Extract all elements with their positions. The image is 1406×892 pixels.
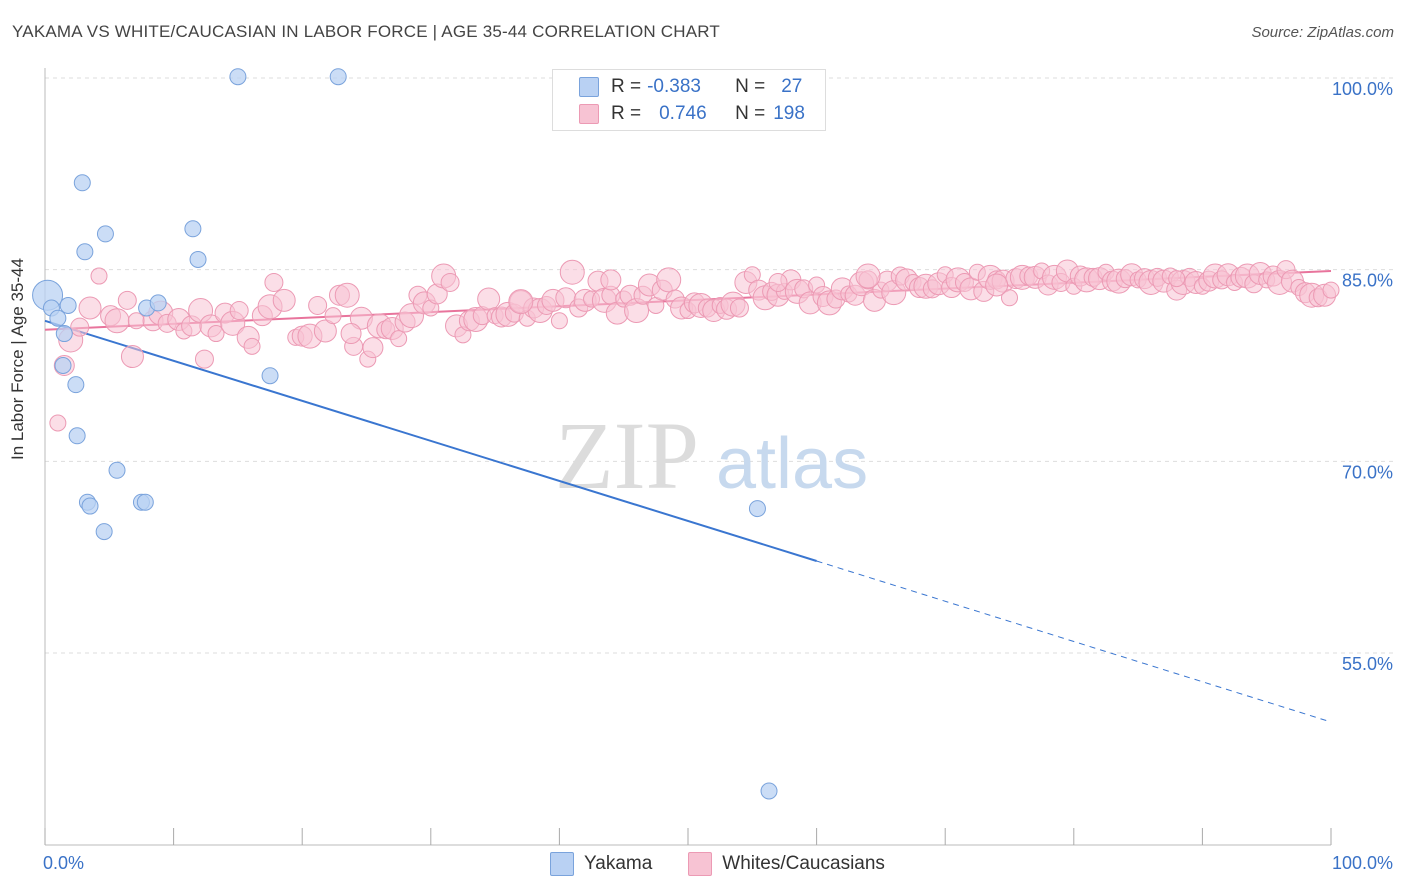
yakama-point (68, 427, 86, 445)
white-point (1001, 289, 1018, 307)
white-point (600, 269, 622, 291)
legend-item-yakama: Yakama (550, 852, 652, 876)
legend-r-label: R = (611, 76, 642, 97)
yakama-point (261, 367, 279, 385)
source-label: Source: ZipAtlas.com (1251, 24, 1394, 41)
white-point (243, 337, 261, 355)
yakama-point (189, 250, 207, 268)
legend-r-value: -0.383 (647, 76, 701, 97)
stats-legend: R = -0.383 N = 27 R = 0.746 N = 198 (552, 69, 826, 131)
yakama-point (329, 68, 347, 86)
legend-n-label: N = (735, 76, 766, 97)
yakama-point (748, 500, 766, 518)
white-point (729, 298, 749, 318)
white-point (362, 337, 384, 359)
yakama-point (59, 296, 77, 314)
white-point (324, 307, 342, 325)
y-tick-label: 85.0% (1342, 271, 1393, 291)
white-point (127, 312, 145, 330)
white-point (313, 319, 337, 343)
yakama-point (108, 461, 126, 479)
white-point (768, 272, 788, 292)
white-point (1322, 281, 1340, 299)
white-point (49, 414, 67, 432)
legend-label: Yakama (584, 853, 653, 874)
legend-swatch (550, 852, 574, 876)
white-point (508, 289, 534, 315)
watermark-atlas: atlas (716, 424, 868, 504)
white-point (308, 295, 328, 315)
white-point (194, 349, 214, 369)
legend-r-value: 0.746 (659, 103, 707, 124)
chart-title: YAKAMA VS WHITE/CAUCASIAN IN LABOR FORCE… (12, 22, 721, 41)
yakama-point (184, 220, 202, 238)
series-legend: Yakama Whites/Caucasians (550, 852, 921, 876)
white-point (70, 317, 90, 337)
white-point (559, 259, 585, 285)
white-point (90, 267, 108, 285)
yakama-trendline (44, 319, 817, 562)
white-point (855, 263, 881, 289)
white-point (340, 323, 362, 345)
white-point (120, 345, 144, 369)
y-axis-label: In Labor Force | Age 35-44 (8, 258, 27, 460)
legend-swatch-whites (579, 104, 599, 124)
yakama-point (95, 523, 113, 541)
legend-label: Whites/Caucasians (722, 853, 885, 874)
yakama-point (149, 294, 167, 312)
legend-n-label: N = (735, 103, 766, 124)
white-point (334, 282, 360, 308)
white-point (1168, 270, 1186, 288)
white-point (390, 330, 408, 348)
yakama-trendline-extension (816, 560, 1332, 723)
yakama-point (229, 68, 247, 86)
yakama-point (55, 325, 73, 343)
yakama-point (136, 493, 154, 511)
yakama-point (67, 376, 85, 394)
white-point (440, 272, 460, 292)
white-point (550, 312, 568, 330)
yakama-point (81, 497, 99, 515)
white-point (104, 308, 130, 334)
white-point (207, 325, 225, 343)
yakama-point (96, 225, 114, 243)
legend-n-value: 198 (773, 103, 805, 124)
white-point (477, 287, 501, 311)
white-point (117, 290, 137, 310)
legend-n-value: 27 (781, 76, 803, 97)
legend-swatch-yakama (579, 77, 599, 97)
legend-r-label: R = (611, 103, 642, 124)
yakama-point (54, 357, 72, 374)
x-tick-label: 0.0% (43, 853, 84, 873)
white-point (264, 272, 284, 292)
white-point (272, 288, 296, 312)
watermark-zip: ZIP (555, 402, 699, 509)
legend-swatch (688, 852, 713, 876)
legend-row-whites: R = 0.746 N = 198 (579, 102, 805, 126)
yakama-point (49, 309, 67, 327)
y-tick-label: 55.0% (1342, 654, 1393, 674)
white-point (78, 296, 102, 320)
legend-row-yakama: R = -0.383 N = 27 (579, 75, 802, 99)
white-point (985, 273, 1009, 297)
legend-item-whites: Whites/Caucasians (688, 852, 885, 876)
y-tick-label: 100.0% (1332, 79, 1393, 99)
yakama-point (76, 243, 94, 261)
yakama-point (73, 174, 91, 192)
white-point (229, 301, 249, 321)
x-tick-label: 100.0% (1332, 853, 1393, 873)
watermark: ZIP atlas (555, 402, 868, 509)
white-point (656, 267, 682, 293)
yakama-point (760, 782, 778, 800)
y-tick-label: 70.0% (1342, 462, 1393, 482)
